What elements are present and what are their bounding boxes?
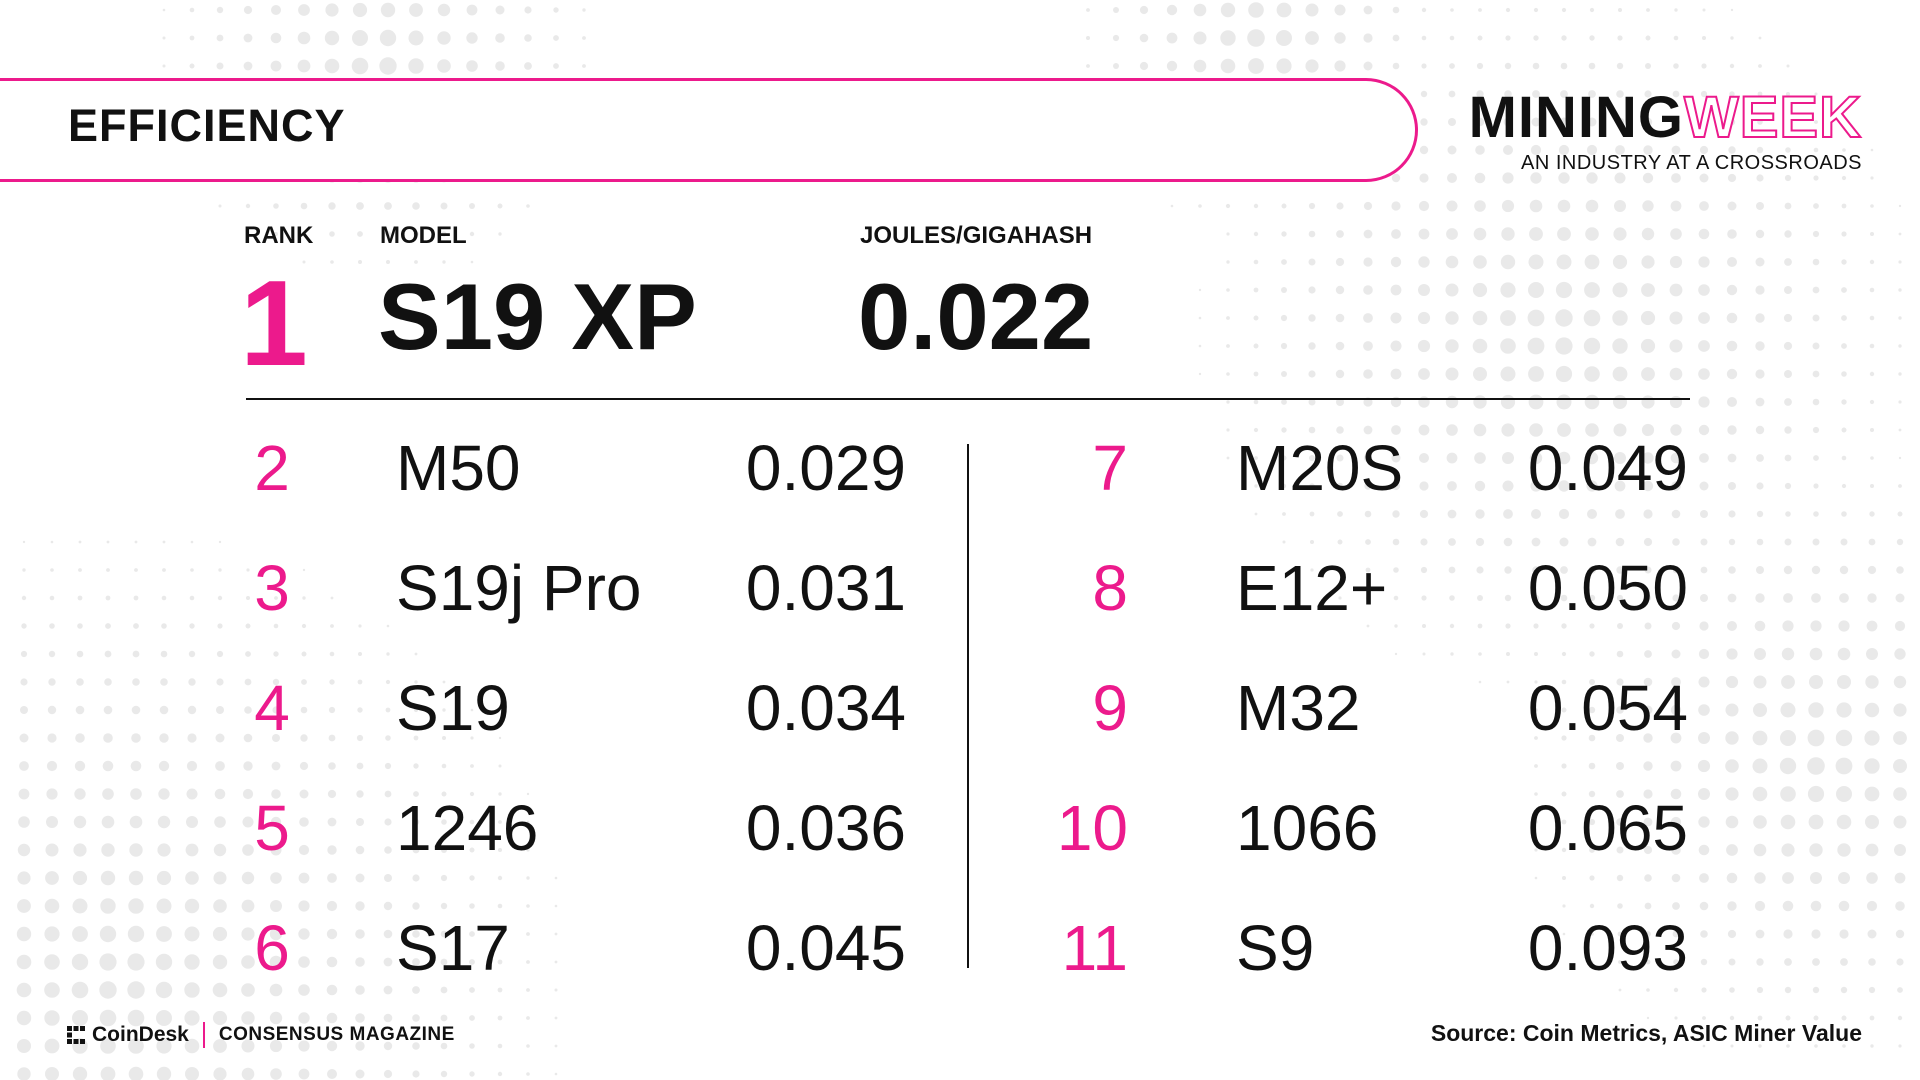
top-model: S19 XP <box>378 264 697 369</box>
brand-wordmark: MININGWEEK <box>1468 85 1862 151</box>
model-cell: S17 <box>396 912 510 984</box>
value-cell: 0.054 <box>1527 672 1688 744</box>
rank-cell: 5 <box>254 792 290 864</box>
vertical-divider <box>967 444 969 968</box>
table-row-right-5: 11 S9 0.093 <box>0 908 1920 988</box>
value-cell: 0.036 <box>745 792 906 864</box>
table-row-right-1: 7 M20S 0.049 <box>0 428 1920 508</box>
model-cell: S19j Pro <box>396 552 642 624</box>
brand-mining: MINING <box>1468 85 1684 150</box>
rank-cell: 6 <box>254 912 290 984</box>
table-row-left-1: 2 M50 0.029 <box>0 428 1920 508</box>
table-row-left-3: 4 S19 0.034 <box>0 668 1920 748</box>
rank-cell: 8 <box>1092 552 1128 624</box>
value-cell: 0.045 <box>745 912 906 984</box>
footer-logos: CoinDesk CONSENSUS MAGAZINE <box>66 1022 455 1048</box>
value-cell: 0.029 <box>745 432 906 504</box>
top-value: 0.022 <box>858 264 1094 369</box>
brand-week: WEEK <box>1683 85 1862 151</box>
value-cell: 0.034 <box>745 672 906 744</box>
value-cell: 0.093 <box>1527 912 1688 984</box>
rank-cell: 11 <box>1061 912 1128 984</box>
section-title: EFFICIENCY <box>68 100 346 151</box>
horizontal-divider <box>246 398 1690 400</box>
model-cell: S19 <box>396 672 510 744</box>
value-cell: 0.049 <box>1527 432 1688 504</box>
table-row-right-4: 10 1066 0.065 <box>0 788 1920 868</box>
rank-cell: 2 <box>254 432 290 504</box>
consensus-magazine-wordmark: CONSENSUS MAGAZINE <box>218 1024 455 1045</box>
model-cell: 1066 <box>1236 792 1379 864</box>
table-row-left-5: 6 S17 0.045 <box>0 908 1920 988</box>
column-header-model: MODEL <box>380 222 467 249</box>
value-cell: 0.065 <box>1527 792 1688 864</box>
model-cell: S9 <box>1236 912 1315 984</box>
title-banner <box>0 78 1418 182</box>
source-credit: Source: Coin Metrics, ASIC Miner Value <box>1430 1020 1862 1046</box>
table-row-left-2: 3 S19j Pro 0.031 <box>0 548 1920 628</box>
table-row-left-4: 5 1246 0.036 <box>0 788 1920 868</box>
coindesk-logo-icon <box>67 1026 85 1044</box>
top-rank: 1 <box>240 255 308 391</box>
rank-cell: 10 <box>1056 792 1128 864</box>
value-cell: 0.050 <box>1527 552 1688 624</box>
rank-cell: 7 <box>1092 432 1128 504</box>
mining-week-logo: MININGWEEK AN INDUSTRY AT A CROSSROADS <box>1468 85 1862 175</box>
table-row-right-2: 8 E12+ 0.050 <box>0 548 1920 628</box>
model-cell: E12+ <box>1236 552 1388 624</box>
model-cell: 1246 <box>396 792 539 864</box>
model-cell: M50 <box>396 432 521 504</box>
coindesk-wordmark: CoinDesk <box>92 1023 189 1046</box>
value-cell: 0.031 <box>745 552 906 624</box>
model-cell: M20S <box>1236 432 1404 504</box>
column-header-joules-per-gigahash: JOULES/GIGAHASH <box>860 222 1093 249</box>
rank-cell: 3 <box>254 552 290 624</box>
rank-cell: 9 <box>1092 672 1128 744</box>
model-cell: M32 <box>1236 672 1361 744</box>
table-row-right-3: 9 M32 0.054 <box>0 668 1920 748</box>
brand-tagline: AN INDUSTRY AT A CROSSROADS <box>1521 152 1862 174</box>
rank-cell: 4 <box>254 672 290 744</box>
footer-separator <box>202 1022 205 1048</box>
column-header-rank: RANK <box>244 222 314 249</box>
